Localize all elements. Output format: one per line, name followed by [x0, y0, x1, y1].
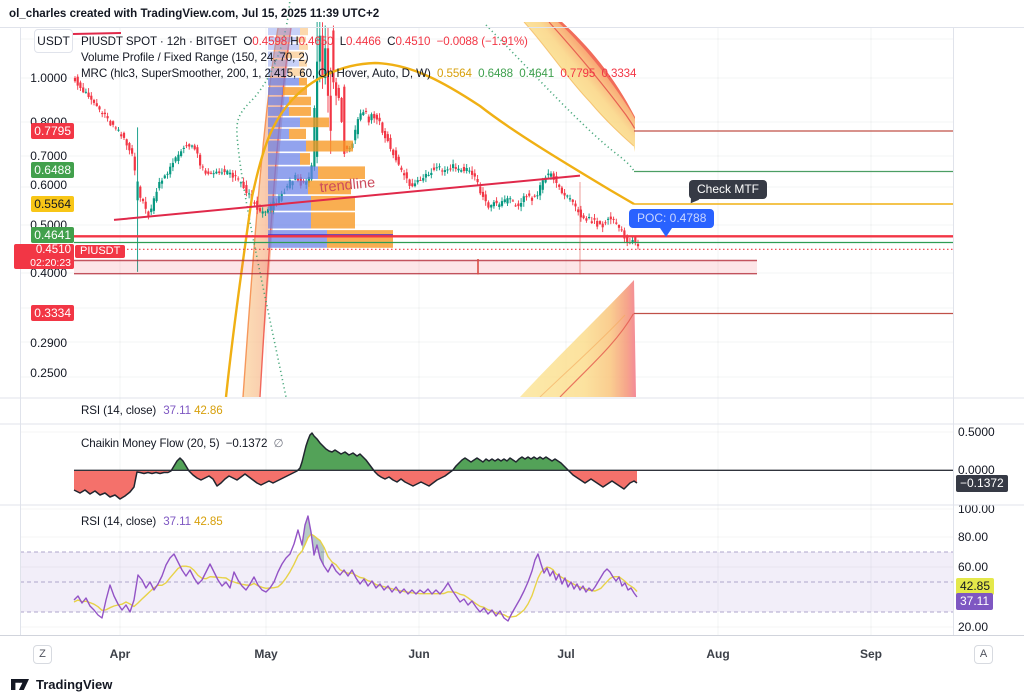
svg-text:trendline: trendline [319, 175, 376, 196]
svg-text:TradingView: TradingView [36, 677, 113, 692]
